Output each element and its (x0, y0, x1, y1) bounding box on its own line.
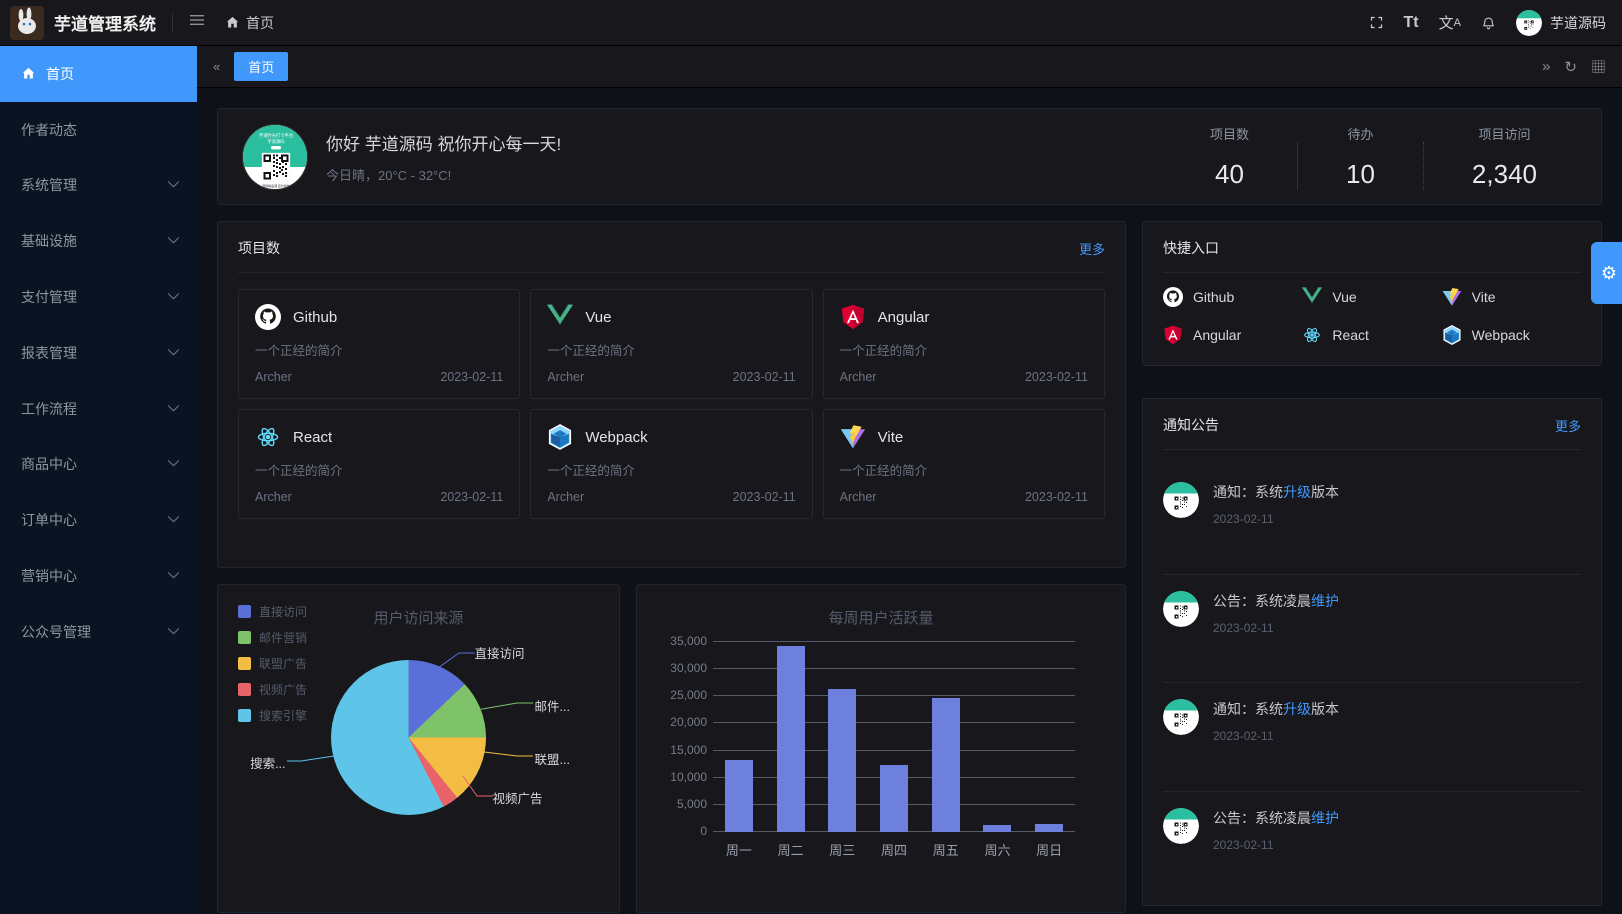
svg-text:芋道源码: 芋道源码 (267, 138, 285, 145)
svg-text:源码精品课 店长微信: 源码精品课 店长微信 (262, 183, 290, 188)
svg-text:芋道时光打卡平台: 芋道时光打卡平台 (259, 132, 293, 139)
